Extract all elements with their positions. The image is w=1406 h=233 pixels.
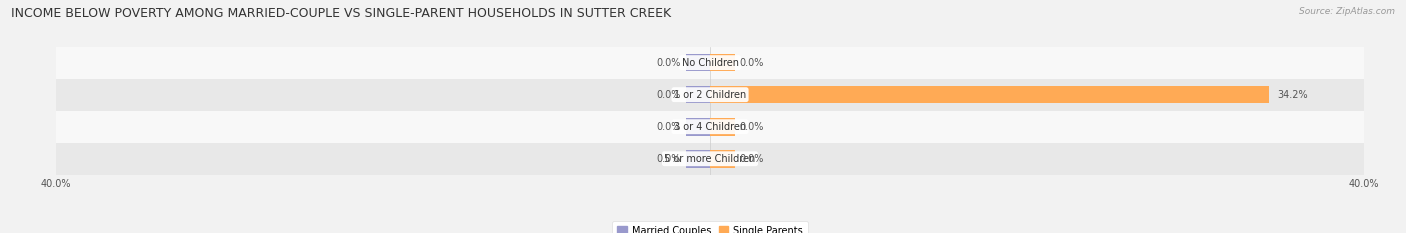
- Bar: [686, 118, 710, 136]
- Text: 0.0%: 0.0%: [740, 58, 763, 68]
- Text: 0.0%: 0.0%: [657, 122, 681, 132]
- Text: No Children: No Children: [682, 58, 738, 68]
- Text: 3 or 4 Children: 3 or 4 Children: [673, 122, 747, 132]
- Text: Source: ZipAtlas.com: Source: ZipAtlas.com: [1299, 7, 1395, 16]
- Text: 34.2%: 34.2%: [1277, 90, 1308, 100]
- Text: 0.0%: 0.0%: [740, 154, 763, 164]
- Bar: [710, 86, 1270, 103]
- Bar: [710, 54, 734, 72]
- Text: 0.0%: 0.0%: [657, 90, 681, 100]
- Bar: [686, 150, 710, 168]
- Text: 0.0%: 0.0%: [657, 154, 681, 164]
- Text: 0.0%: 0.0%: [657, 58, 681, 68]
- Bar: [56, 143, 1364, 175]
- Bar: [56, 111, 1364, 143]
- Bar: [56, 79, 1364, 111]
- Bar: [710, 150, 734, 168]
- Bar: [56, 47, 1364, 79]
- Legend: Married Couples, Single Parents: Married Couples, Single Parents: [612, 221, 808, 233]
- Text: INCOME BELOW POVERTY AMONG MARRIED-COUPLE VS SINGLE-PARENT HOUSEHOLDS IN SUTTER : INCOME BELOW POVERTY AMONG MARRIED-COUPL…: [11, 7, 672, 20]
- Text: 0.0%: 0.0%: [740, 122, 763, 132]
- Bar: [686, 54, 710, 72]
- Text: 1 or 2 Children: 1 or 2 Children: [673, 90, 747, 100]
- Bar: [710, 118, 734, 136]
- Text: 5 or more Children: 5 or more Children: [665, 154, 755, 164]
- Bar: [686, 86, 710, 103]
